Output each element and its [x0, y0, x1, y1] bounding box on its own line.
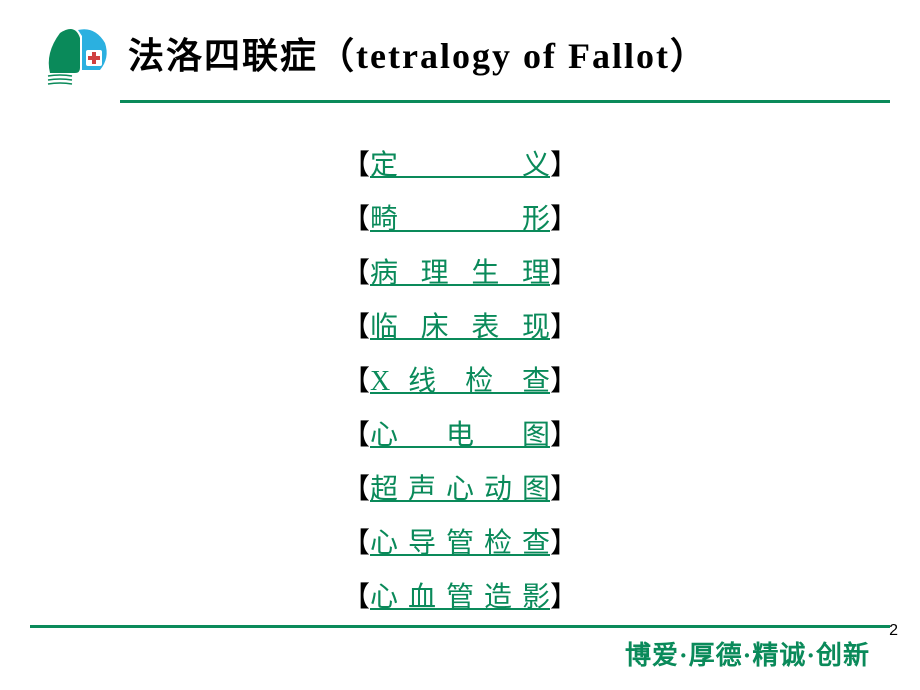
bracket-open: 【 [342, 305, 370, 345]
bracket-open: 【 [342, 521, 370, 561]
toc-item[interactable]: 【心 导 管 检 查】 [342, 521, 578, 561]
bracket-open: 【 [342, 413, 370, 453]
bracket-close: 】 [550, 359, 578, 399]
slide-title: 法洛四联症（tetralogy of Fallot） [128, 27, 708, 79]
bracket-open: 【 [342, 143, 370, 183]
bracket-open: 【 [342, 197, 370, 237]
slide-header: 法洛四联症（tetralogy of Fallot） [0, 0, 920, 100]
hospital-logo [30, 18, 120, 88]
bracket-close: 】 [550, 521, 578, 561]
toc-link[interactable]: 心 电 图 [370, 413, 550, 453]
toc-item[interactable]: 【心 血 管 造 影】 [342, 575, 578, 615]
toc-link[interactable]: 心 血 管 造 影 [370, 575, 550, 615]
title-chinese: 法洛四联症 [128, 35, 318, 76]
toc-item[interactable]: 【临 床 表 现】 [342, 305, 578, 345]
bracket-close: 】 [550, 197, 578, 237]
toc-link[interactable]: 畸 形 [370, 197, 550, 237]
bracket-close: 】 [550, 575, 578, 615]
toc-item[interactable]: 【病 理 生 理】 [342, 251, 578, 291]
toc-item[interactable]: 【定 义】 [342, 143, 578, 183]
bracket-open: 【 [342, 575, 370, 615]
slide-container: 法洛四联症（tetralogy of Fallot） 【定 义】 【畸 形】 【… [0, 0, 920, 690]
bracket-close: 】 [550, 413, 578, 453]
title-english: tetralogy of Fallot [356, 36, 670, 76]
bracket-open: 【 [342, 359, 370, 399]
page-number: 2 [889, 622, 898, 640]
table-of-contents: 【定 义】 【畸 形】 【病 理 生 理】 【临 床 表 现】 【X 线 检 查… [0, 143, 920, 615]
paren-close: ） [670, 35, 708, 76]
toc-link[interactable]: X 线 检 查 [370, 359, 550, 399]
toc-item[interactable]: 【X 线 检 查】 [342, 359, 578, 399]
toc-link[interactable]: 定 义 [370, 143, 550, 183]
bracket-close: 】 [550, 305, 578, 345]
footer-motto: 博爱·厚德·精诚·创新 [625, 635, 870, 672]
toc-item[interactable]: 【超 声 心 动 图】 [342, 467, 578, 507]
toc-link[interactable]: 病 理 生 理 [370, 251, 550, 291]
toc-link[interactable]: 临 床 表 现 [370, 305, 550, 345]
paren-open: （ [318, 35, 356, 76]
footer-divider [30, 625, 890, 628]
toc-link[interactable]: 心 导 管 检 查 [370, 521, 550, 561]
bracket-close: 】 [550, 467, 578, 507]
header-divider [120, 100, 890, 103]
toc-item[interactable]: 【心 电 图】 [342, 413, 578, 453]
bracket-open: 【 [342, 251, 370, 291]
bracket-open: 【 [342, 467, 370, 507]
bracket-close: 】 [550, 251, 578, 291]
toc-item[interactable]: 【畸 形】 [342, 197, 578, 237]
bracket-close: 】 [550, 143, 578, 183]
toc-link[interactable]: 超 声 心 动 图 [370, 467, 550, 507]
